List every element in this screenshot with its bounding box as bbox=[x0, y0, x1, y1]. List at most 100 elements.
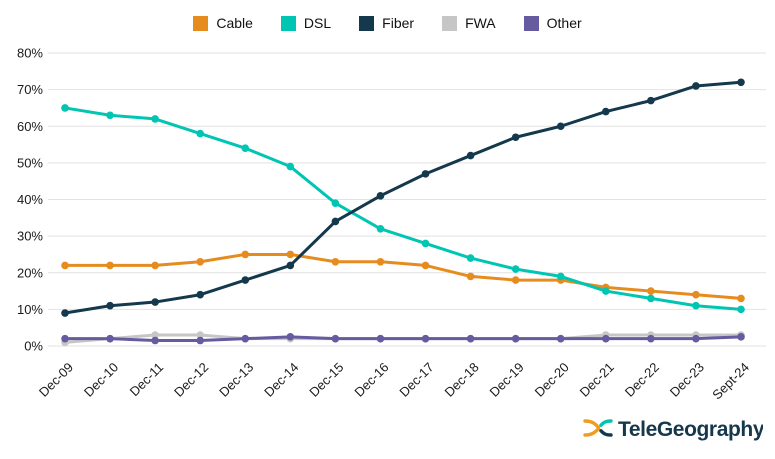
data-point-cable bbox=[692, 290, 700, 299]
data-point-fwa bbox=[196, 331, 204, 339]
series-line-other bbox=[63, 335, 743, 343]
x-tick-label: Dec-20 bbox=[532, 360, 572, 400]
legend-swatch-fiber bbox=[359, 16, 375, 31]
legend-swatch-dsl bbox=[280, 16, 296, 31]
data-point-fiber bbox=[61, 309, 69, 317]
data-point-cable bbox=[286, 250, 295, 259]
data-point-fiber bbox=[106, 301, 114, 310]
x-tick-label: Dec-13 bbox=[216, 360, 256, 400]
legend-swatch-fwa bbox=[442, 16, 458, 31]
data-point-other bbox=[61, 334, 69, 343]
data-point-other bbox=[421, 334, 430, 343]
legend-swatch-cable bbox=[193, 16, 209, 31]
data-point-dsl bbox=[286, 162, 295, 171]
data-point-cable bbox=[241, 250, 250, 259]
data-point-dsl bbox=[61, 104, 69, 112]
y-tick-label: 40% bbox=[17, 192, 43, 207]
data-point-fiber bbox=[421, 170, 430, 178]
x-tick-label: Dec-22 bbox=[622, 360, 662, 400]
data-point-dsl bbox=[151, 115, 159, 123]
data-point-other bbox=[647, 334, 655, 343]
x-tick-label: Sept-24 bbox=[709, 360, 752, 403]
telegeography-logo-mark bbox=[583, 419, 613, 437]
data-point-other bbox=[556, 334, 565, 343]
telegeography-logo-text: TeleGeography bbox=[618, 418, 763, 441]
data-point-cable bbox=[196, 257, 204, 266]
data-point-fiber bbox=[376, 192, 385, 200]
data-point-fiber bbox=[647, 96, 655, 105]
chart-legend: Cable DSL Fiber FWA Other bbox=[0, 16, 775, 31]
data-point-dsl bbox=[331, 199, 340, 207]
data-point-dsl bbox=[196, 129, 204, 138]
y-tick-label: 10% bbox=[17, 302, 43, 317]
data-point-other bbox=[106, 334, 114, 343]
data-point-fiber bbox=[241, 276, 250, 284]
data-point-dsl bbox=[421, 239, 430, 248]
data-point-other bbox=[602, 334, 610, 343]
telegeography-logo: TeleGeography bbox=[581, 412, 765, 449]
data-point-other bbox=[376, 334, 385, 343]
data-point-other bbox=[692, 334, 700, 343]
data-point-dsl bbox=[241, 144, 250, 153]
data-point-cable bbox=[511, 276, 520, 284]
x-tick-label: Dec-10 bbox=[81, 360, 121, 400]
x-tick-label: Dec-12 bbox=[171, 360, 211, 400]
legend-label: DSL bbox=[303, 15, 332, 31]
data-point-cable bbox=[61, 261, 69, 270]
data-point-dsl bbox=[737, 305, 745, 314]
data-point-fiber bbox=[286, 261, 295, 270]
x-tick-label: Dec-16 bbox=[351, 360, 391, 400]
data-point-fiber bbox=[511, 133, 520, 142]
data-point-dsl bbox=[602, 287, 610, 295]
data-point-cable bbox=[331, 257, 340, 266]
x-tick-label: Dec-18 bbox=[441, 360, 481, 400]
data-point-other bbox=[286, 333, 295, 341]
data-point-other bbox=[241, 334, 250, 343]
data-point-dsl bbox=[556, 272, 565, 281]
x-tick-label: Dec-17 bbox=[396, 360, 436, 400]
y-tick-label: 30% bbox=[17, 229, 43, 244]
data-point-other bbox=[196, 336, 204, 345]
data-point-dsl bbox=[511, 265, 520, 273]
legend-item-cable: Cable bbox=[193, 16, 253, 31]
data-point-dsl bbox=[376, 225, 385, 233]
y-tick-label: 0% bbox=[24, 339, 43, 354]
data-point-fiber bbox=[196, 290, 204, 299]
legend-label: FWA bbox=[465, 15, 496, 31]
data-point-fiber bbox=[466, 151, 475, 160]
x-tick-label: Dec-23 bbox=[667, 360, 707, 400]
legend-label: Other bbox=[546, 15, 582, 31]
data-point-fiber bbox=[737, 78, 745, 87]
x-tick-label: Dec-19 bbox=[487, 360, 527, 400]
data-point-fiber bbox=[556, 122, 565, 131]
legend-label: Fiber bbox=[382, 15, 415, 31]
series-line-dsl bbox=[63, 106, 743, 311]
x-tick-label: Dec-15 bbox=[306, 360, 346, 400]
data-point-dsl bbox=[692, 301, 700, 310]
y-tick-label: 20% bbox=[17, 265, 43, 280]
x-tick-label: Dec-11 bbox=[127, 360, 167, 400]
data-point-fwa bbox=[151, 331, 159, 339]
y-tick-label: 60% bbox=[17, 119, 43, 134]
data-point-other bbox=[151, 336, 159, 345]
data-point-dsl bbox=[647, 294, 655, 303]
line-chart: 0%10%20%30%40%50%60%70%80%Dec-09 Dec-10 De… bbox=[17, 46, 766, 403]
data-point-fiber bbox=[331, 217, 340, 226]
data-point-cable bbox=[466, 272, 475, 281]
y-tick-label: 70% bbox=[17, 82, 43, 97]
legend-item-fiber: Fiber bbox=[359, 16, 414, 31]
data-point-cable bbox=[376, 257, 385, 266]
series-line-cable bbox=[63, 252, 743, 300]
data-point-other bbox=[466, 334, 475, 343]
data-point-other bbox=[331, 334, 340, 343]
y-tick-label: 50% bbox=[17, 155, 43, 170]
legend-item-other: Other bbox=[523, 15, 582, 31]
x-tick-label: Dec-14 bbox=[261, 360, 301, 400]
data-point-cable bbox=[106, 261, 114, 270]
x-tick-label: Dec-21 bbox=[577, 360, 617, 400]
data-point-other bbox=[737, 333, 745, 341]
data-point-cable bbox=[647, 287, 655, 295]
data-point-dsl bbox=[106, 111, 114, 120]
series-line-fiber bbox=[63, 80, 743, 315]
